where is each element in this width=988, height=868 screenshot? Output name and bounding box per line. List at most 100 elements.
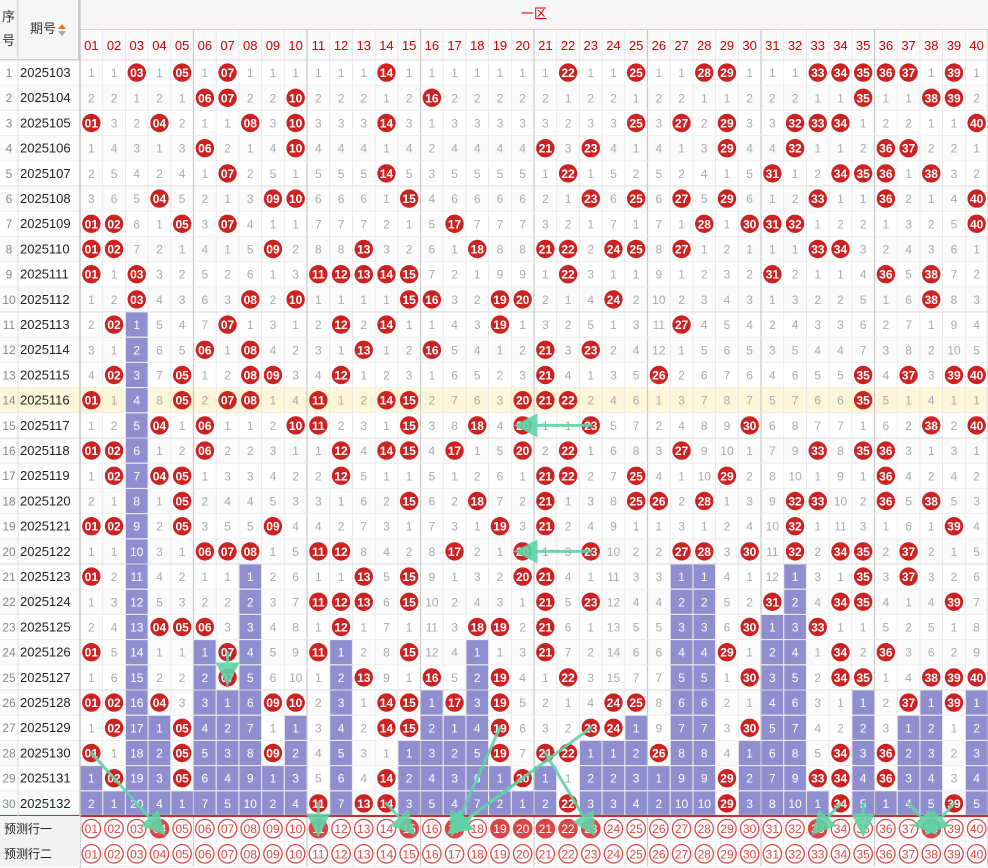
trend-cell[interactable]: 5: [421, 791, 443, 816]
trend-cell[interactable]: 1: [383, 419, 390, 433]
trend-cell[interactable]: 3: [746, 495, 753, 509]
trend-cell[interactable]: 2: [656, 91, 663, 105]
predict-ball[interactable]: 02: [104, 843, 124, 864]
trend-cell[interactable]: 5: [125, 413, 148, 438]
trend-cell[interactable]: 28: [695, 491, 714, 511]
trend-cell[interactable]: 1: [587, 167, 594, 181]
trend-cell[interactable]: 1: [738, 740, 761, 766]
trend-cell[interactable]: 8: [610, 495, 617, 509]
predict-ball[interactable]: 38: [921, 818, 942, 839]
trend-cell[interactable]: 3: [905, 444, 912, 458]
trend-cell[interactable]: 1: [270, 268, 277, 282]
trend-cell[interactable]: 04: [150, 113, 169, 133]
trend-cell[interactable]: 1: [587, 217, 594, 231]
trend-cell[interactable]: 1: [837, 268, 844, 282]
trend-cell[interactable]: 3: [883, 343, 890, 357]
trend-cell[interactable]: 6: [239, 690, 262, 715]
trend-cell[interactable]: 1: [565, 91, 572, 105]
trend-cell[interactable]: 2: [338, 520, 345, 534]
trend-cell[interactable]: 5: [814, 369, 821, 383]
trend-cell[interactable]: 5: [565, 595, 572, 609]
trend-cell[interactable]: 05: [172, 617, 192, 637]
trend-cell[interactable]: 1: [769, 192, 776, 206]
trend-cell[interactable]: 3: [928, 570, 935, 584]
trend-cell[interactable]: 1: [292, 66, 299, 80]
trend-cell[interactable]: 33: [808, 63, 827, 82]
trend-cell[interactable]: 8: [670, 740, 693, 766]
trend-cell[interactable]: 2: [497, 91, 504, 105]
trend-cell[interactable]: 1: [542, 167, 549, 181]
trend-cell[interactable]: 8: [701, 419, 708, 433]
trend-cell[interactable]: 33: [808, 617, 827, 637]
trend-cell[interactable]: 03: [127, 63, 146, 82]
trend-cell[interactable]: 03: [127, 265, 146, 284]
trend-cell[interactable]: 1: [928, 117, 935, 131]
trend-cell[interactable]: 6: [565, 621, 572, 635]
trend-cell[interactable]: 14: [377, 794, 396, 813]
trend-cell[interactable]: 7: [670, 715, 693, 740]
trend-cell[interactable]: 7: [565, 646, 572, 660]
trend-cell[interactable]: 3: [814, 318, 821, 332]
trend-cell[interactable]: 2: [928, 469, 935, 483]
trend-cell[interactable]: 3: [360, 117, 367, 131]
trend-cell[interactable]: 2: [111, 293, 118, 307]
trend-cell[interactable]: 29: [717, 794, 737, 813]
trend-cell[interactable]: 02: [104, 214, 124, 233]
trend-cell[interactable]: 14: [377, 769, 396, 788]
trend-cell[interactable]: 1: [542, 419, 549, 433]
trend-cell[interactable]: 2: [451, 91, 458, 105]
trend-cell[interactable]: 2: [633, 545, 640, 559]
trend-cell[interactable]: 5: [883, 621, 890, 635]
trend-cell[interactable]: 1: [338, 293, 345, 307]
trend-cell[interactable]: 4: [421, 766, 443, 791]
trend-cell[interactable]: 11: [125, 564, 148, 589]
trend-cell[interactable]: 3: [179, 595, 186, 609]
trend-cell[interactable]: 1: [406, 217, 413, 231]
trend-cell[interactable]: 40: [967, 214, 986, 233]
trend-cell[interactable]: 1: [565, 772, 572, 786]
trend-cell[interactable]: 2: [179, 268, 186, 282]
trend-cell[interactable]: 1: [156, 495, 163, 509]
predict-ball[interactable]: 01: [81, 818, 102, 839]
trend-cell[interactable]: 4: [769, 142, 776, 156]
trend-cell[interactable]: 2: [202, 595, 209, 609]
trend-cell[interactable]: 3: [542, 217, 549, 231]
trend-cell[interactable]: 3: [542, 318, 549, 332]
trend-cell[interactable]: 2: [383, 369, 390, 383]
trend-cell[interactable]: 3: [678, 520, 685, 534]
trend-cell[interactable]: 2: [360, 646, 367, 660]
trend-cell[interactable]: 2: [360, 721, 367, 735]
predict-ball[interactable]: 12: [331, 818, 351, 839]
trend-cell[interactable]: 1: [814, 268, 821, 282]
trend-cell[interactable]: 1: [519, 469, 526, 483]
trend-cell[interactable]: 4: [951, 192, 958, 206]
trend-cell[interactable]: 03: [127, 290, 146, 309]
trend-cell[interactable]: 5: [587, 318, 594, 332]
trend-cell[interactable]: 7: [610, 217, 617, 231]
trend-cell[interactable]: 4: [315, 142, 322, 156]
trend-cell[interactable]: 4: [292, 394, 299, 408]
trend-cell[interactable]: 3: [88, 192, 95, 206]
trend-cell[interactable]: 1: [338, 66, 345, 80]
trend-cell[interactable]: 9: [670, 766, 693, 791]
trend-cell[interactable]: 2: [466, 665, 489, 690]
trend-cell[interactable]: 3: [784, 614, 806, 640]
trend-cell[interactable]: 3: [111, 595, 118, 609]
trend-cell[interactable]: 9: [837, 469, 844, 483]
trend-cell[interactable]: 33: [808, 189, 827, 208]
trend-cell[interactable]: 2: [497, 369, 504, 383]
trend-cell[interactable]: 3: [202, 520, 209, 534]
trend-cell[interactable]: 20: [513, 567, 532, 586]
trend-cell[interactable]: 29: [717, 63, 737, 82]
trend-cell[interactable]: 6: [656, 192, 663, 206]
trend-cell[interactable]: 2: [565, 318, 572, 332]
trend-cell[interactable]: 3: [633, 570, 640, 584]
trend-cell[interactable]: 16: [422, 88, 442, 108]
trend-cell[interactable]: 1: [179, 91, 186, 105]
trend-cell[interactable]: 16: [125, 690, 148, 715]
trend-cell[interactable]: 1: [315, 671, 322, 685]
predict-ball[interactable]: 05: [172, 843, 192, 864]
trend-cell[interactable]: 1: [860, 621, 867, 635]
trend-cell[interactable]: 24: [604, 290, 623, 309]
trend-cell[interactable]: 1: [920, 690, 943, 715]
